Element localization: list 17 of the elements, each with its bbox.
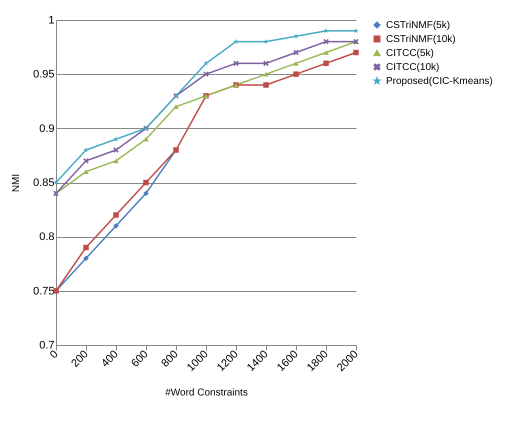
legend-label: CITCC(10k) — [386, 62, 440, 73]
y-tick-label: 0.8 — [39, 231, 54, 244]
y-tick-label: 0.85 — [33, 177, 54, 189]
legend-label: CITCC(5k) — [386, 48, 434, 59]
x-tick-label: 800 — [159, 348, 181, 370]
y-axis-title: NMI — [11, 174, 22, 192]
x-tick-label: 200 — [69, 348, 91, 370]
y-tick-label: 1 — [48, 14, 54, 26]
legend-label: CSTriNMF(10k) — [386, 34, 456, 45]
legend-label: Proposed(CIC-Kmeans) — [386, 76, 493, 87]
x-axis-title: #Word Constraints — [165, 387, 248, 398]
x-tick-label: 600 — [129, 348, 151, 370]
x-tick-label: 400 — [99, 348, 121, 370]
y-tick-label: 0.9 — [39, 122, 54, 135]
legend-label: CSTriNMF(5k) — [386, 20, 450, 31]
y-tick-label: 0.95 — [33, 68, 54, 81]
y-tick-label: 0.75 — [33, 285, 54, 298]
